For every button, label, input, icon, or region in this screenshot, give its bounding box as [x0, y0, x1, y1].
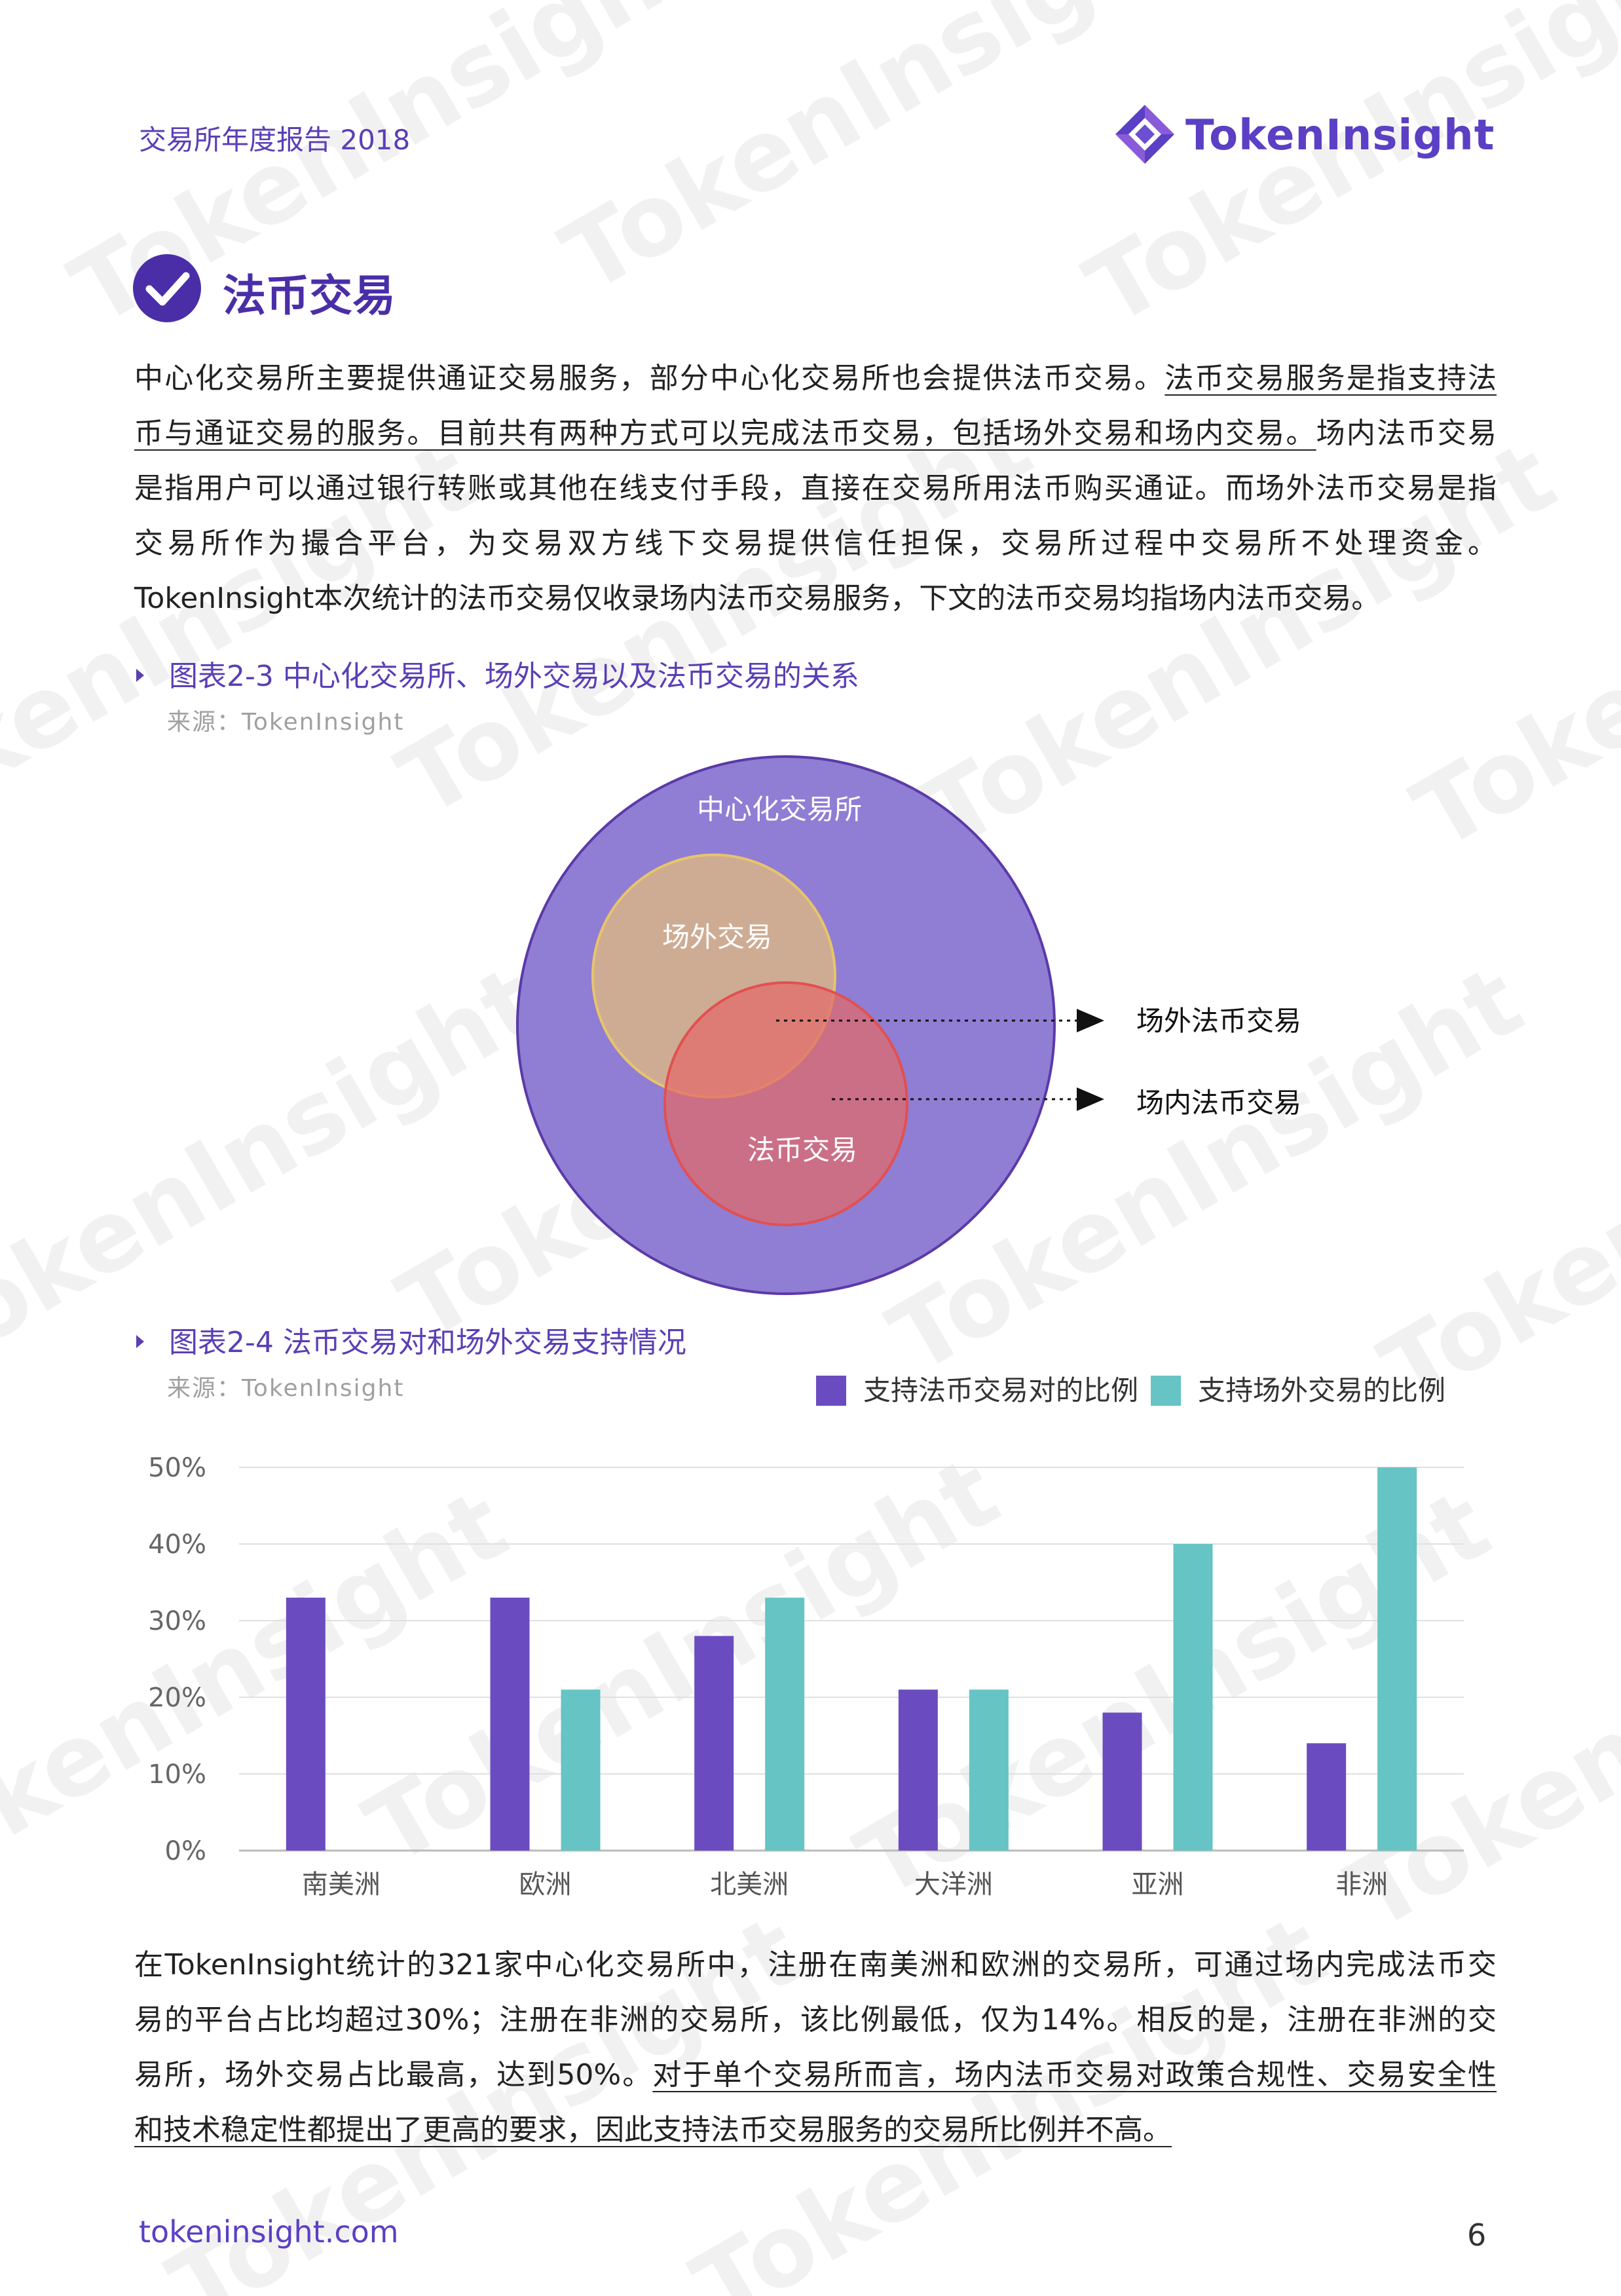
caret-right-icon — [136, 669, 144, 682]
brand-logo: TokenInsight — [1112, 98, 1494, 170]
y-tick-label: 30% — [148, 1606, 206, 1636]
analysis-paragraph: 在TokenInsight统计的321家中心化交易所中，注册在南美洲和欧洲的交易… — [134, 1938, 1497, 2158]
paragraph-line: 是指用户可以通过银行转账或其他在线支付手段，直接在交易所用法币购买通证。而场外法… — [134, 461, 1497, 516]
y-tick-label: 0% — [165, 1836, 206, 1866]
x-tick-label: 北美洲 — [710, 1870, 789, 1900]
bar-fiat-pair-2 — [694, 1636, 734, 1851]
text-run: TokenInsight本次统计的法币交易仅收录场内法币交易服务，下文的法币交易… — [134, 582, 1381, 615]
watermark-text: TokenInsight — [1068, 0, 1621, 348]
paragraph-line: 易的平台占比均超过30%；注册在非洲的交易所，该比例最低，仅为14%。相反的是，… — [134, 1993, 1497, 2048]
chart-gridlines — [239, 1467, 1464, 1852]
venn-fiat-label: 法币交易 — [747, 1134, 857, 1166]
legend-swatch — [816, 1376, 846, 1406]
watermark-text: TokenInsight — [1363, 977, 1621, 1429]
bar-fiat-pair-4 — [1102, 1712, 1142, 1851]
venn-outer-label: 中心化交易所 — [697, 793, 862, 825]
x-tick-label: 亚洲 — [1132, 1870, 1184, 1900]
text-run: 在TokenInsight统计的321家中心化交易所中，注册在南美洲和欧洲的交易… — [134, 1948, 1497, 1982]
paragraph-line: 中心化交易所主要提供通证交易服务，部分中心化交易所也会提供法币交易。法币交易服务… — [134, 351, 1497, 406]
figure1-title-text: 图表2-3 中心化交易所、场外交易以及法币交易的关系 — [169, 660, 859, 693]
paragraph-line: 在TokenInsight统计的321家中心化交易所中，注册在南美洲和欧洲的交易… — [134, 1938, 1497, 1993]
chart-bars — [286, 1467, 1417, 1851]
bar-otc-2 — [765, 1597, 805, 1851]
paragraph-line: 币与通证交易的服务。目前共有两种方式可以完成法币交易，包括场外交易和场内交易。场… — [134, 406, 1497, 461]
text-run: 中心化交易所主要提供通证交易服务，部分中心化交易所也会提供法币交易。 — [134, 362, 1165, 395]
venn-fiat-circle — [663, 981, 908, 1226]
footer-url[interactable]: tokeninsight.com — [139, 2214, 399, 2249]
text-run: 易的平台占比均超过30%；注册在非洲的交易所，该比例最低，仅为14%。相反的是，… — [134, 2003, 1497, 2037]
underlined-text: 对于单个交易所而言，场内法币交易对政策合规性、交易安全性 — [652, 2058, 1497, 2092]
y-tick-label: 40% — [148, 1530, 206, 1560]
underlined-text: 法币交易服务是指支持法 — [1165, 362, 1497, 395]
figure2-title-text: 图表2-4 法币交易对和场外交易支持情况 — [169, 1326, 686, 1359]
paragraph-line: TokenInsight本次统计的法币交易仅收录场内法币交易服务，下文的法币交易… — [134, 571, 1497, 626]
bar-otc-3 — [969, 1689, 1009, 1851]
y-tick-label: 50% — [148, 1453, 206, 1483]
report-title: 交易所年度报告 2018 — [139, 124, 411, 156]
chart-legend: 支持法币交易对的比例 支持场外交易的比例 — [816, 1374, 1445, 1406]
bar-fiat-pair-5 — [1307, 1743, 1347, 1851]
bar-fiat-pair-1 — [490, 1597, 530, 1851]
figure1-source: 来源：TokenInsight — [167, 709, 405, 736]
chart-y-axis: 0% 10% 20% 30% 40% 50% — [148, 1453, 206, 1866]
x-tick-label: 非洲 — [1335, 1870, 1388, 1900]
chart-x-axis: 南美洲 欧洲 北美洲 大洋洲 亚洲 非洲 — [302, 1870, 1388, 1900]
underlined-text: 币与通证交易的服务。目前共有两种方式可以完成法币交易，包括场外交易和场内交易。 — [134, 417, 1316, 450]
bar-otc-5 — [1377, 1467, 1417, 1851]
x-tick-label: 南美洲 — [302, 1870, 381, 1900]
legend-label: 支持场外交易的比例 — [1198, 1374, 1445, 1406]
venn-otc-label: 场外交易 — [662, 921, 772, 953]
text-run: 是指用户可以通过银行转账或其他在线支付手段，直接在交易所用法币购买通证。而场外法… — [134, 472, 1497, 505]
figure1-title: 图表2-3 中心化交易所、场外交易以及法币交易的关系 — [136, 652, 859, 694]
bar-otc-1 — [561, 1689, 601, 1851]
y-tick-label: 10% — [148, 1760, 206, 1790]
brand-name: TokenInsight — [1185, 111, 1495, 160]
legend-swatch — [1151, 1376, 1181, 1406]
paragraph-line: 和技术稳定性都提出了更高的要求，因此支持法币交易服务的交易所比例并不高。 — [134, 2103, 1497, 2158]
text-run: 场内法币交易 — [1316, 417, 1497, 450]
section-title: 法币交易 — [223, 271, 396, 321]
bar-chart: 支持法币交易对的比例 支持场外交易的比例 0% 10% 20% 30% 40% 50% 南美… — [148, 1374, 1464, 1900]
y-tick-label: 20% — [148, 1683, 206, 1713]
paragraph-line: 交易所作为撮合平台，为交易双方线下交易提供信任担保，交易所过程中交易所不处理资金… — [134, 516, 1497, 571]
bar-fiat-pair-0 — [286, 1597, 326, 1851]
figure2-title: 图表2-4 法币交易对和场外交易支持情况 — [136, 1319, 686, 1361]
intro-paragraph: 中心化交易所主要提供通证交易服务，部分中心化交易所也会提供法币交易。法币交易服务… — [134, 351, 1497, 626]
x-tick-label: 大洋洲 — [914, 1870, 993, 1900]
text-run: 易所，场外交易占比最高，达到50%。 — [134, 2058, 653, 2092]
bar-otc-4 — [1173, 1544, 1213, 1851]
page-number: 6 — [1467, 2217, 1487, 2253]
venn-diagram: 中心化交易所 场外交易 法币交易 场外法币交易 场内法币交易 — [516, 755, 1301, 1295]
legend-label: 支持法币交易对的比例 — [863, 1374, 1138, 1406]
caret-right-icon — [136, 1335, 144, 1348]
check-circle-icon — [133, 254, 201, 322]
callout-onsite-fiat-label: 场内法币交易 — [1136, 1087, 1301, 1119]
bar-fiat-pair-3 — [898, 1689, 938, 1851]
figure2-source: 来源：TokenInsight — [167, 1375, 405, 1402]
text-run: 交易所作为撮合平台，为交易双方线下交易提供信任担保，交易所过程中交易所不处理资金… — [134, 527, 1497, 560]
tokeninsight-logo-icon — [1115, 105, 1174, 164]
underlined-text: 和技术稳定性都提出了更高的要求，因此支持法币交易服务的交易所比例并不高。 — [134, 2113, 1172, 2147]
paragraph-line: 易所，场外交易占比最高，达到50%。对于单个交易所而言，场内法币交易对政策合规性… — [134, 2048, 1497, 2103]
callout-otc-fiat-label: 场外法币交易 — [1136, 1005, 1301, 1037]
x-tick-label: 欧洲 — [519, 1870, 572, 1900]
